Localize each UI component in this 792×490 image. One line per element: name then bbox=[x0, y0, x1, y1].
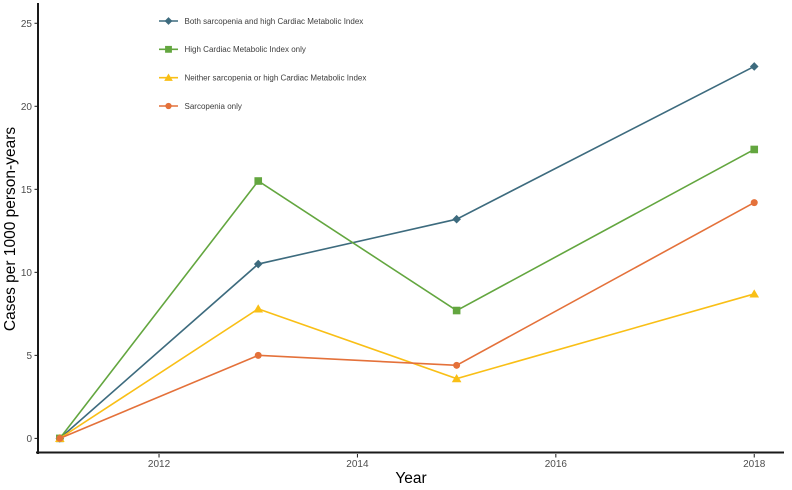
legend-label: High Cardiac Metabolic Index only bbox=[185, 45, 306, 54]
data-point-neither-sarcopenia-or-high-cardiac-metabolic-ind bbox=[253, 304, 264, 313]
x-tick-label: 2016 bbox=[545, 459, 568, 470]
axes bbox=[36, 3, 784, 454]
series-line-sarcopenia-only bbox=[59, 201, 755, 440]
diamond-icon bbox=[164, 17, 173, 25]
series-high-cardiac-metabolic-index-only bbox=[56, 145, 759, 443]
data-point-sarcopenia-only bbox=[750, 199, 758, 207]
data-point-high-cardiac-metabolic-index-only bbox=[452, 306, 461, 315]
legend-label: Neither sarcopenia or high Cardiac Metab… bbox=[185, 73, 367, 82]
data-point-high-cardiac-metabolic-index-only bbox=[254, 177, 263, 185]
y-tick-label: 15 bbox=[21, 185, 33, 196]
data-point-sarcopenia-only bbox=[254, 351, 262, 359]
x-tick-label: 2014 bbox=[346, 459, 369, 470]
y-tick-label: 10 bbox=[21, 268, 33, 279]
legend-label: Both sarcopenia and high Cardiac Metabol… bbox=[185, 17, 364, 26]
series-group bbox=[55, 62, 760, 443]
y-tick-label: 25 bbox=[21, 19, 33, 30]
legend-item-neither-sarcopenia-or-high-cardiac-metabolic-ind: Neither sarcopenia or high Cardiac Metab… bbox=[159, 73, 366, 82]
legend-item-both-sarcopenia-and-high-cardiac-metabolic-index: Both sarcopenia and high Cardiac Metabol… bbox=[159, 17, 363, 26]
y-axis-ticks: 0 5 10 15 20 25 bbox=[21, 19, 37, 445]
data-point-high-cardiac-metabolic-index-only bbox=[750, 145, 759, 154]
series-neither-sarcopenia-or-high-cardiac-metabolic-ind bbox=[55, 289, 760, 442]
series-line-high-cardiac-metabolic-index-only bbox=[59, 148, 755, 439]
series-sarcopenia-only bbox=[56, 199, 758, 442]
x-tick-label: 2012 bbox=[148, 459, 171, 470]
triangle-icon bbox=[164, 73, 173, 81]
legend-label: Sarcopenia only bbox=[185, 102, 242, 111]
circle-icon bbox=[165, 102, 172, 110]
data-point-sarcopenia-only bbox=[56, 434, 64, 442]
y-axis-title: Cases per 1000 person-years bbox=[2, 127, 19, 331]
legend-item-sarcopenia-only: Sarcopenia only bbox=[159, 102, 242, 111]
data-point-both-sarcopenia-and-high-cardiac-metabolic-index bbox=[253, 259, 263, 269]
series-both-sarcopenia-and-high-cardiac-metabolic-index bbox=[55, 62, 759, 443]
data-point-neither-sarcopenia-or-high-cardiac-metabolic-ind bbox=[749, 289, 760, 298]
legend: Both sarcopenia and high Cardiac Metabol… bbox=[159, 17, 366, 111]
data-point-neither-sarcopenia-or-high-cardiac-metabolic-ind bbox=[451, 374, 462, 383]
x-axis-title: Year bbox=[395, 470, 426, 487]
y-tick-label: 0 bbox=[26, 434, 32, 445]
x-axis-ticks: 2012 2014 2016 2018 bbox=[148, 454, 766, 470]
legend-item-high-cardiac-metabolic-index-only: High Cardiac Metabolic Index only bbox=[159, 45, 306, 54]
data-point-sarcopenia-only bbox=[453, 361, 461, 369]
data-point-both-sarcopenia-and-high-cardiac-metabolic-index bbox=[749, 62, 759, 71]
data-point-both-sarcopenia-and-high-cardiac-metabolic-index bbox=[452, 214, 461, 224]
x-tick-label: 2018 bbox=[743, 459, 766, 470]
series-line-neither-sarcopenia-or-high-cardiac-metabolic-ind bbox=[59, 293, 755, 440]
y-tick-label: 5 bbox=[26, 351, 32, 362]
series-line-both-sarcopenia-and-high-cardiac-metabolic-index bbox=[59, 65, 755, 439]
square-icon bbox=[165, 45, 172, 53]
y-tick-label: 20 bbox=[21, 102, 33, 113]
